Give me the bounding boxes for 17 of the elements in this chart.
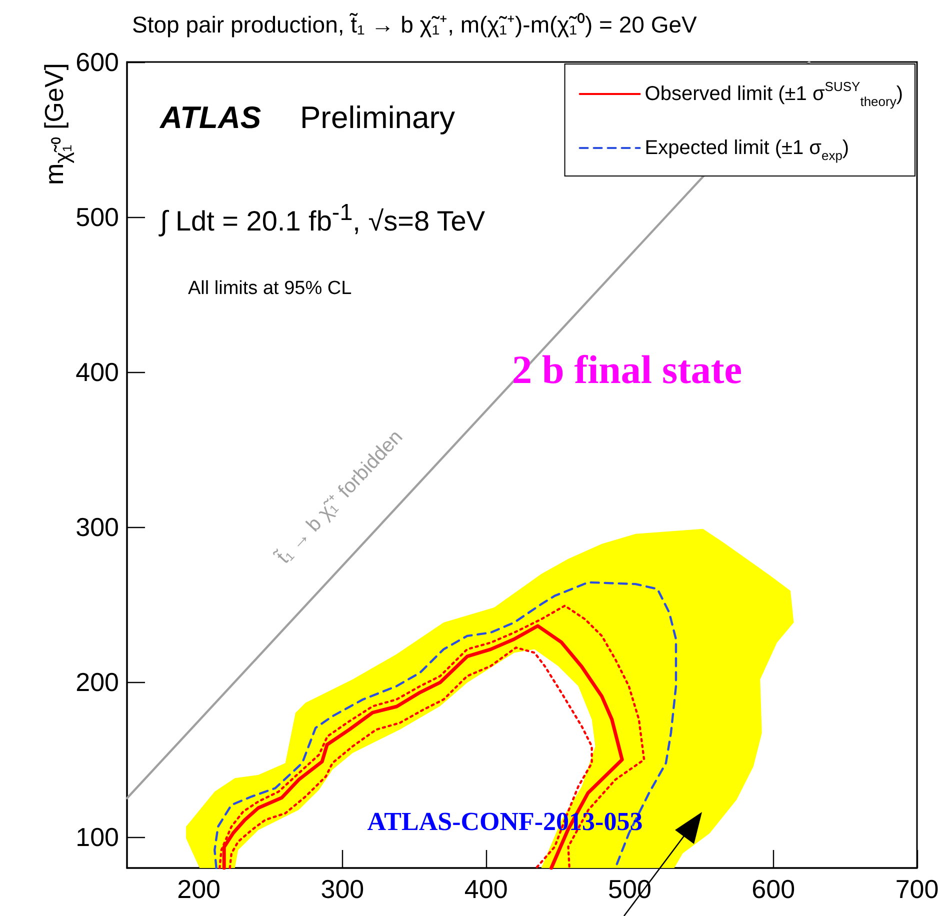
y-tick-label: 500	[76, 202, 119, 232]
y-tick-label: 600	[76, 47, 119, 77]
x-tick-label: 600	[752, 874, 796, 904]
y-tick-label: 300	[76, 512, 119, 542]
chart-title: Stop pair production, t̃₁ → b χ̃₁⁺, m(χ̃₁⁺)-m(χ̃₁⁰) = 20 GeV	[132, 12, 698, 38]
x-tick-label: 700	[895, 874, 939, 904]
y-tick-label: 200	[76, 667, 119, 697]
annotation: 2 b final state	[512, 347, 742, 392]
x-tick-label: 300	[320, 874, 364, 904]
y-tick-label: 400	[76, 357, 119, 387]
annotation: ∫ Ldt = 20.1 fb$^{-1}$, √s=8 TeV	[160, 199, 486, 236]
y-tick-label: 100	[76, 822, 119, 852]
annotation: Preliminary	[300, 100, 456, 135]
x-tick-label: 400	[464, 874, 508, 904]
annotation: All limits at 95% CL	[188, 278, 352, 299]
x-tick-label: 200	[177, 874, 221, 904]
annotation: ATLAS	[160, 100, 262, 135]
